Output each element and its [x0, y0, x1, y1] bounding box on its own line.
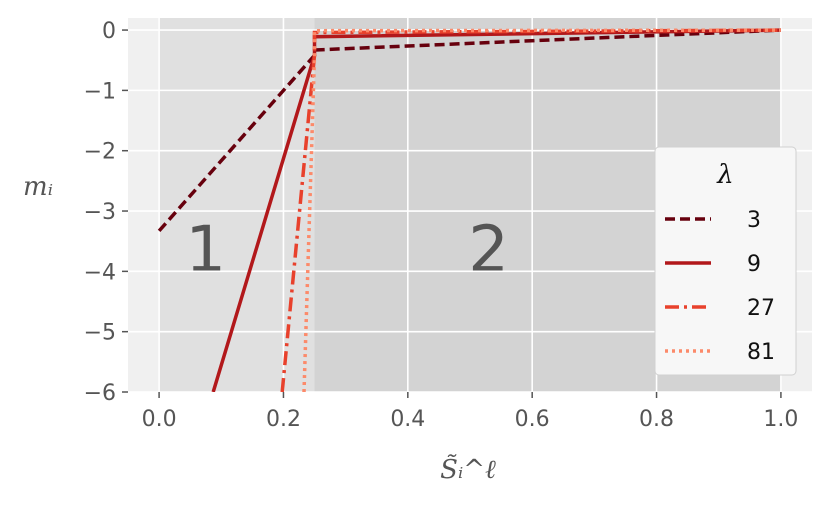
legend-label-9: 9: [747, 252, 761, 277]
legend-label-27: 27: [747, 296, 775, 321]
legend-title: λ: [716, 160, 733, 190]
x-tick-label: 0.2: [266, 407, 301, 432]
x-tick-label: 0.8: [639, 407, 674, 432]
series-line-81: [302, 28, 781, 392]
y-tick-label: −3: [84, 200, 116, 225]
series-line-9: [211, 28, 781, 392]
region-1-label: 1: [185, 213, 226, 287]
legend: λ3 9 27 81: [654, 146, 797, 376]
series-line-27: [280, 28, 781, 392]
region-2-label: 2: [468, 213, 509, 287]
x-tick-label: 1.0: [763, 407, 798, 432]
y-tick-label: 0: [102, 19, 116, 44]
y-axis-ticks: 0 −1 −2 −3 −4 −5 −6: [84, 19, 128, 406]
x-tick-label: 0.0: [142, 407, 177, 432]
series-line-3: [157, 28, 781, 233]
x-axis-label: S̃ᵢ^ℓ: [440, 454, 496, 485]
y-tick-label: −2: [84, 140, 116, 165]
x-axis-ticks: 0.0 0.2 0.4 0.6 0.8 1.0: [142, 392, 798, 432]
legend-label-3: 3: [747, 208, 761, 233]
y-tick-label: −5: [84, 321, 116, 346]
y-axis-label: mᵢ: [23, 172, 53, 202]
x-tick-label: 0.4: [390, 407, 425, 432]
legend-box: [654, 146, 797, 376]
x-tick-label: 0.6: [515, 407, 550, 432]
y-tick-label: −4: [84, 260, 116, 285]
y-tick-label: −1: [84, 79, 116, 104]
y-tick-label: −6: [84, 381, 116, 406]
legend-label-81: 81: [747, 340, 775, 365]
series-lines: [157, 28, 781, 392]
